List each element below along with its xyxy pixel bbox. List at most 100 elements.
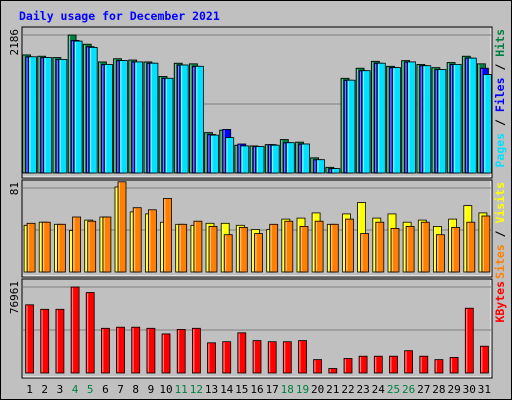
bar-highlight <box>178 330 180 373</box>
bar-highlight <box>402 61 404 173</box>
bar-sites-day-16 <box>254 233 263 273</box>
legend-entry-pages: Pages <box>493 133 507 168</box>
x-tick-label-17: 17 <box>266 383 279 396</box>
bar-sites-day-21 <box>329 223 339 273</box>
bar-highlight <box>467 223 469 272</box>
bar-kbytes-day-17 <box>267 341 277 374</box>
bar-highlight <box>134 208 136 272</box>
bar-highlight <box>149 210 151 272</box>
bar-highlight <box>423 66 425 173</box>
bar-highlight <box>406 227 409 272</box>
bar-kbytes-day-4 <box>70 286 80 374</box>
panel-visits: 81 Sites / Visits <box>8 179 507 279</box>
bar-kbytes-day-21 <box>328 368 338 374</box>
bar-highlight <box>466 309 468 373</box>
bar-highlight <box>41 58 43 173</box>
x-tick-label-23: 23 <box>356 383 369 396</box>
bar-highlight <box>329 369 331 373</box>
bar-pages-day-29 <box>452 64 462 174</box>
x-tick-label-10: 10 <box>159 383 172 396</box>
x-tick-label-27: 27 <box>417 383 430 396</box>
bar-highlight <box>453 65 456 173</box>
x-tick-label-24: 24 <box>372 383 386 396</box>
bar-highlight <box>120 61 122 173</box>
bar-highlight <box>373 218 375 272</box>
bar-pages-day-12 <box>194 65 204 174</box>
legend-entry-files: Files <box>493 77 507 112</box>
bar-sites-day-3 <box>57 223 66 273</box>
bar-highlight <box>387 67 389 173</box>
bar-highlight <box>220 130 222 173</box>
bar-kbytes-day-10 <box>161 333 171 374</box>
bar-highlight <box>240 228 242 272</box>
bar-highlight <box>331 225 333 272</box>
bar-highlight <box>190 64 192 173</box>
bar-highlight <box>408 62 410 173</box>
x-tick-label-28: 28 <box>432 383 445 396</box>
bar-highlight <box>482 216 484 272</box>
bar-highlight <box>162 334 164 373</box>
bar-highlight <box>375 357 377 373</box>
bar-highlight <box>150 64 152 173</box>
bar-highlight <box>329 169 331 173</box>
bar-highlight <box>297 218 299 272</box>
bar-pages-day-5 <box>88 47 98 174</box>
bar-highlight <box>344 359 346 373</box>
bar-highlight <box>332 169 334 173</box>
bar-highlight <box>135 62 137 173</box>
bar-highlight <box>435 360 437 373</box>
bar-highlight <box>434 227 436 272</box>
bar-highlight <box>194 222 196 272</box>
bar-sites-day-18 <box>284 220 294 273</box>
bar-pages-day-9 <box>149 62 159 174</box>
bar-pages-day-7 <box>119 60 128 174</box>
bar-kbytes-day-8 <box>131 326 141 374</box>
bar-pages-day-19 <box>301 143 310 174</box>
bar-highlight <box>285 222 287 272</box>
bar-highlight <box>29 57 31 173</box>
bar-highlight <box>235 146 237 173</box>
x-tick-label-20: 20 <box>311 383 324 396</box>
bar-sites-day-29 <box>451 226 461 273</box>
bar-highlight <box>479 213 481 272</box>
bar-highlight <box>255 234 257 272</box>
bar-highlight <box>84 45 86 173</box>
bar-highlight <box>469 58 471 173</box>
bar-sites-day-12 <box>193 220 203 273</box>
bar-highlight <box>359 71 362 173</box>
bar-kbytes-day-22 <box>343 358 353 374</box>
bar-highlight <box>388 214 390 272</box>
bar-pages-day-4 <box>73 40 83 174</box>
bar-highlight <box>422 223 424 272</box>
bar-highlight <box>438 70 440 173</box>
bar-highlight <box>59 60 61 173</box>
x-tick-label-9: 9 <box>148 383 155 396</box>
bar-kbytes-day-11 <box>176 328 186 374</box>
legend-separator: / <box>493 57 507 78</box>
bar-highlight <box>420 66 422 173</box>
bar-kbytes-day-25 <box>389 355 398 374</box>
bar-highlight <box>162 79 164 173</box>
bar-pages-day-31 <box>482 74 492 174</box>
bar-highlight <box>74 41 77 173</box>
bar-highlight <box>447 63 450 173</box>
bar-highlight <box>466 58 468 173</box>
bar-highlight <box>191 226 193 272</box>
bar-highlight <box>131 212 133 272</box>
legend-entry-visits: Visits <box>493 182 507 224</box>
bar-highlight <box>391 229 393 272</box>
bar-highlight <box>40 223 42 272</box>
bar-highlight <box>58 225 60 272</box>
bar-pages-day-27 <box>422 65 432 174</box>
bar-pages-day-10 <box>164 77 174 174</box>
bar-pages-day-8 <box>134 61 144 174</box>
bar-highlight <box>147 329 149 373</box>
bar-pages-day-20 <box>316 159 326 174</box>
x-tick-label-19: 19 <box>296 383 309 396</box>
bar-highlight <box>146 214 148 272</box>
bar-highlight <box>256 147 258 173</box>
bar-pages-day-3 <box>58 59 68 174</box>
bar-kbytes-day-18 <box>282 341 292 374</box>
bar-kbytes-day-24 <box>373 355 383 374</box>
bar-highlight <box>390 357 392 373</box>
